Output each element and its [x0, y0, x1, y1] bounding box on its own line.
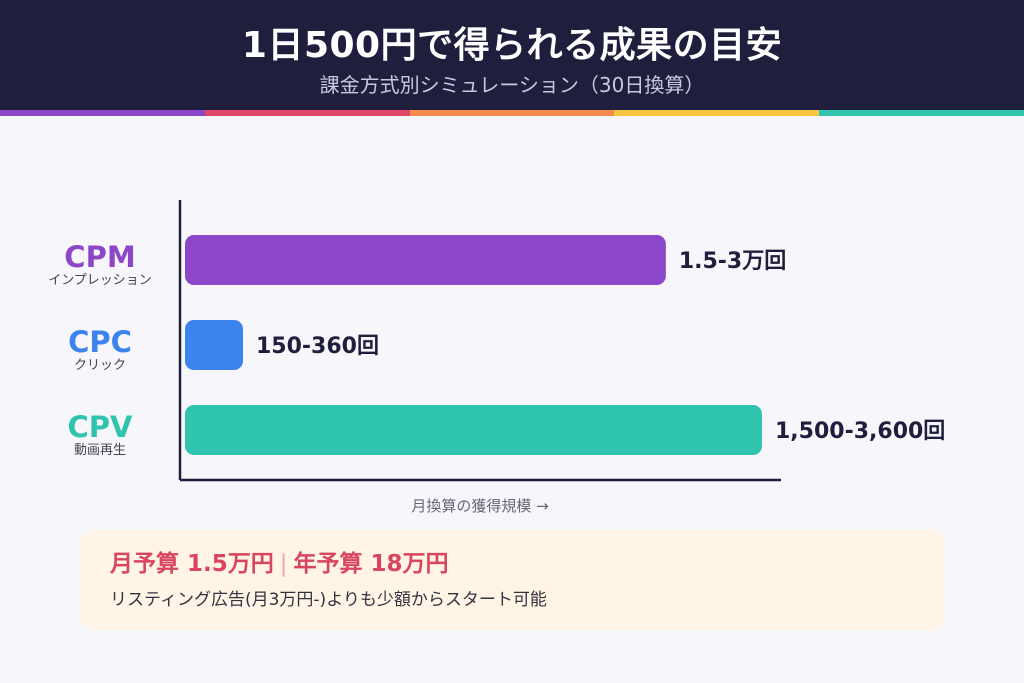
budget-separator: | [279, 551, 288, 577]
yearly-budget: 年予算 18万円 [293, 551, 449, 577]
page-subtitle: 課金方式別シミュレーション（30日換算） [319, 73, 705, 97]
page-title: 1日500円で得られる成果の目安 [241, 25, 783, 66]
stripe-segment [819, 110, 1024, 116]
category-label-cpm: CPM [64, 240, 135, 274]
stripe-segment [614, 110, 820, 116]
budget-summary-main: 月予算 1.5万円 | 年予算 18万円 [110, 549, 449, 579]
bar-cpc [185, 320, 243, 370]
category-sublabel-cpm: インプレッション [48, 273, 152, 288]
color-stripe [0, 110, 1024, 116]
value-label-cpc: 150-360回 [256, 334, 379, 359]
budget-note: リスティング広告(月3万円-)よりも少額からスタート可能 [110, 590, 547, 610]
category-sublabel-cpv: 動画再生 [74, 443, 126, 458]
header: 1日500円で得られる成果の目安 課金方式別シミュレーション（30日換算） [0, 0, 1024, 110]
category-label-cpc: CPC [68, 325, 132, 359]
budget-summary: 月予算 1.5万円 | 年予算 18万円 リスティング広告(月3万円-)よりも少額か… [80, 530, 945, 630]
bar-cpm [185, 235, 666, 285]
stripe-segment [409, 110, 615, 116]
monthly-budget: 月予算 1.5万円 [110, 551, 274, 577]
stripe-segment [0, 110, 205, 116]
value-label-cpv: 1,500-3,600回 [775, 419, 945, 444]
bar-cpv [185, 405, 762, 455]
value-label-cpm: 1.5-3万回 [679, 249, 786, 274]
category-label-cpv: CPV [68, 410, 134, 444]
category-sublabel-cpc: クリック [74, 358, 126, 373]
x-axis-label: 月換算の獲得規模 → [411, 497, 548, 515]
stripe-segment [204, 110, 410, 116]
